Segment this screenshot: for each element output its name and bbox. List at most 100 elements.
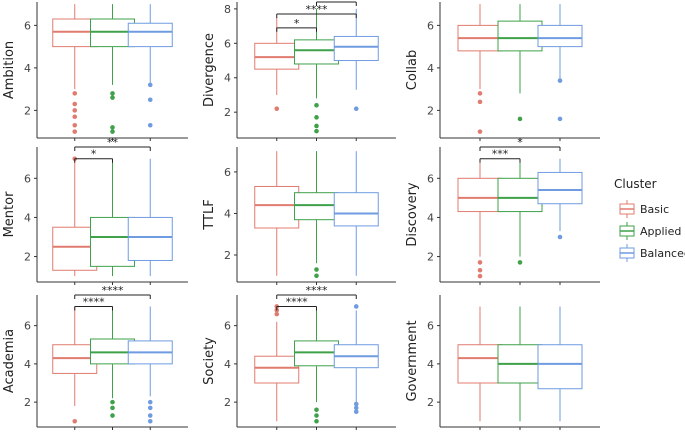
box-basic <box>254 304 300 422</box>
box-balanced <box>537 306 583 422</box>
legend-title: Cluster <box>614 177 657 191</box>
y-tick-label: 2 <box>24 104 31 117</box>
box-applied <box>497 158 543 265</box>
significance-label: * <box>294 17 300 30</box>
significance-bracket: * <box>276 17 317 32</box>
y-axis-title: Collab <box>405 50 420 90</box>
outlier-point <box>147 418 153 424</box>
box-balanced <box>333 151 379 276</box>
box-iqr <box>537 344 583 390</box>
outlier-point <box>110 129 115 134</box>
outlier-point <box>557 78 563 83</box>
outlier-point <box>353 401 359 407</box>
panel-ambition: 2 4 6 Ambition <box>2 2 188 141</box>
box-balanced <box>537 158 583 240</box>
panel-academia: 2 4 6 Academia ******** <box>2 284 188 430</box>
outlier-point <box>72 101 78 107</box>
box-applied <box>90 306 135 418</box>
outlier-point <box>314 418 319 424</box>
outlier-point <box>314 128 319 134</box>
outlier-point <box>314 102 319 108</box>
outlier-point <box>314 273 319 279</box>
y-axis-title: Mentor <box>2 191 17 238</box>
significance-label: * <box>517 136 523 149</box>
y-tick-label: 2 <box>224 106 231 119</box>
panel-government: 2 4 6 Government <box>405 295 600 430</box>
y-tick-label: 2 <box>427 251 434 264</box>
box-applied <box>90 158 135 277</box>
y-tick-label: 8 <box>224 3 231 16</box>
outlier-point <box>72 129 78 134</box>
outlier-point <box>314 413 319 418</box>
panel-ttlf: 2 4 6 TTLF <box>202 147 396 285</box>
box-balanced <box>127 4 173 128</box>
significance-bracket: **** <box>276 3 357 19</box>
box-basic <box>52 156 98 277</box>
legend-item-basic: Basic <box>619 200 669 218</box>
outlier-point <box>314 407 319 413</box>
box-iqr <box>254 185 300 229</box>
box-iqr <box>537 171 583 205</box>
significance-label: ** <box>107 136 119 149</box>
box-basic <box>52 306 98 424</box>
y-tick-label: 6 <box>427 19 434 32</box>
significance-bracket: **** <box>276 284 357 299</box>
outlier-point <box>72 108 78 113</box>
box-iqr <box>457 177 503 213</box>
legend-item-balanced: Balanced <box>619 244 685 262</box>
box-iqr <box>333 192 379 227</box>
y-tick-label: 4 <box>427 211 434 224</box>
outlier-point <box>147 122 153 128</box>
box-applied <box>90 4 135 134</box>
y-tick-label: 6 <box>224 166 231 179</box>
box-iqr <box>537 24 583 48</box>
y-tick-label: 2 <box>24 396 31 409</box>
box-basic <box>457 306 503 422</box>
box-iqr <box>457 344 503 384</box>
y-axis-title: Society <box>202 337 217 385</box>
outlier-point <box>72 91 78 96</box>
y-tick-label: 4 <box>224 207 231 220</box>
box-balanced <box>333 8 379 112</box>
outlier-point <box>110 125 115 130</box>
outlier-point <box>314 267 319 272</box>
legend-item-applied: Applied <box>619 222 681 240</box>
panel-society: 2 4 6 Society ******** <box>202 284 396 430</box>
y-tick-label: 4 <box>427 62 434 75</box>
box-basic <box>457 158 503 279</box>
box-iqr <box>294 39 339 65</box>
y-axis-title: Academia <box>2 329 17 393</box>
y-tick-label: 2 <box>427 104 434 117</box>
y-tick-label: 4 <box>24 62 31 75</box>
legend: Cluster Basic Applied Balanced <box>614 177 685 262</box>
outlier-point <box>147 413 153 418</box>
y-tick-label: 6 <box>427 172 434 185</box>
box-iqr <box>254 355 300 384</box>
y-tick-label: 4 <box>224 72 231 85</box>
significance-label: **** <box>306 3 329 16</box>
significance-bracket: **** <box>276 295 317 311</box>
y-tick-label: 2 <box>24 251 31 264</box>
outlier-point <box>147 399 153 405</box>
outlier-point <box>517 116 523 122</box>
outlier-point <box>353 409 359 414</box>
outlier-point <box>72 114 78 120</box>
significance-bracket: * <box>479 136 561 151</box>
legend-label: Applied <box>640 225 681 238</box>
significance-bracket: **** <box>74 284 151 299</box>
box-applied <box>497 4 543 122</box>
box-applied <box>497 306 543 422</box>
box-iqr <box>127 22 173 48</box>
y-axis-title: TTLF <box>202 199 217 230</box>
outlier-point <box>477 260 483 265</box>
outlier-point <box>557 234 563 240</box>
box-applied <box>294 151 339 279</box>
outlier-point <box>147 97 153 103</box>
outlier-point <box>72 418 78 424</box>
outlier-point <box>557 116 563 122</box>
outlier-point <box>110 399 115 405</box>
y-tick-label: 4 <box>24 358 31 371</box>
